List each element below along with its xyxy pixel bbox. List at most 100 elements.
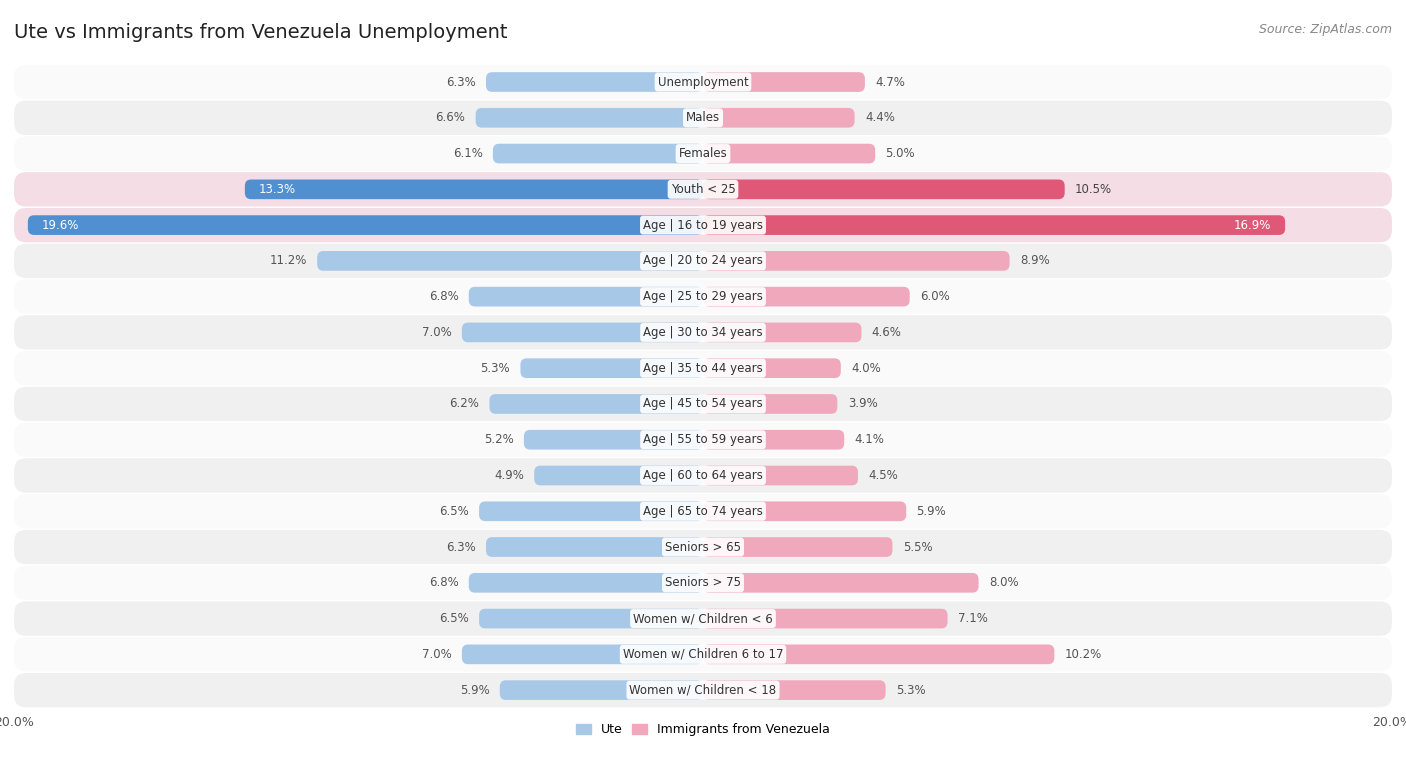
Text: 5.3%: 5.3%	[896, 684, 925, 696]
FancyBboxPatch shape	[475, 108, 703, 128]
FancyBboxPatch shape	[14, 637, 1392, 671]
FancyBboxPatch shape	[14, 422, 1392, 457]
FancyBboxPatch shape	[703, 394, 838, 414]
FancyBboxPatch shape	[703, 215, 1285, 235]
Text: 7.0%: 7.0%	[422, 326, 451, 339]
FancyBboxPatch shape	[489, 394, 703, 414]
Text: Age | 25 to 29 years: Age | 25 to 29 years	[643, 290, 763, 303]
FancyBboxPatch shape	[14, 601, 1392, 636]
Text: 10.2%: 10.2%	[1064, 648, 1102, 661]
Text: 6.8%: 6.8%	[429, 290, 458, 303]
Text: 8.9%: 8.9%	[1019, 254, 1050, 267]
FancyBboxPatch shape	[479, 501, 703, 521]
FancyBboxPatch shape	[703, 573, 979, 593]
Text: 5.5%: 5.5%	[903, 540, 932, 553]
FancyBboxPatch shape	[14, 315, 1392, 350]
Text: 7.1%: 7.1%	[957, 612, 988, 625]
Text: 10.5%: 10.5%	[1076, 183, 1112, 196]
Text: 5.9%: 5.9%	[917, 505, 946, 518]
FancyBboxPatch shape	[14, 279, 1392, 314]
FancyBboxPatch shape	[499, 681, 703, 700]
FancyBboxPatch shape	[461, 644, 703, 664]
Text: Age | 16 to 19 years: Age | 16 to 19 years	[643, 219, 763, 232]
Text: Age | 35 to 44 years: Age | 35 to 44 years	[643, 362, 763, 375]
Text: 4.9%: 4.9%	[494, 469, 524, 482]
Text: 4.7%: 4.7%	[875, 76, 905, 89]
FancyBboxPatch shape	[14, 458, 1392, 493]
Text: Seniors > 75: Seniors > 75	[665, 576, 741, 589]
FancyBboxPatch shape	[14, 387, 1392, 421]
FancyBboxPatch shape	[14, 101, 1392, 135]
Text: Ute vs Immigrants from Venezuela Unemployment: Ute vs Immigrants from Venezuela Unemplo…	[14, 23, 508, 42]
FancyBboxPatch shape	[468, 573, 703, 593]
Text: 4.5%: 4.5%	[869, 469, 898, 482]
FancyBboxPatch shape	[703, 108, 855, 128]
FancyBboxPatch shape	[703, 144, 875, 164]
FancyBboxPatch shape	[14, 494, 1392, 528]
FancyBboxPatch shape	[14, 565, 1392, 600]
Text: 4.0%: 4.0%	[851, 362, 882, 375]
FancyBboxPatch shape	[486, 537, 703, 557]
FancyBboxPatch shape	[520, 358, 703, 378]
Text: Age | 65 to 74 years: Age | 65 to 74 years	[643, 505, 763, 518]
FancyBboxPatch shape	[524, 430, 703, 450]
FancyBboxPatch shape	[14, 65, 1392, 99]
Text: Age | 30 to 34 years: Age | 30 to 34 years	[643, 326, 763, 339]
FancyBboxPatch shape	[703, 358, 841, 378]
FancyBboxPatch shape	[14, 530, 1392, 564]
Text: 4.4%: 4.4%	[865, 111, 894, 124]
FancyBboxPatch shape	[703, 466, 858, 485]
Text: 6.2%: 6.2%	[450, 397, 479, 410]
FancyBboxPatch shape	[703, 251, 1010, 271]
FancyBboxPatch shape	[486, 72, 703, 92]
FancyBboxPatch shape	[14, 208, 1392, 242]
FancyBboxPatch shape	[703, 72, 865, 92]
Text: 4.1%: 4.1%	[855, 433, 884, 446]
FancyBboxPatch shape	[703, 287, 910, 307]
Text: 6.5%: 6.5%	[439, 612, 468, 625]
FancyBboxPatch shape	[461, 322, 703, 342]
Text: 8.0%: 8.0%	[988, 576, 1018, 589]
FancyBboxPatch shape	[703, 501, 907, 521]
Text: Women w/ Children < 6: Women w/ Children < 6	[633, 612, 773, 625]
FancyBboxPatch shape	[245, 179, 703, 199]
Text: 6.8%: 6.8%	[429, 576, 458, 589]
Text: 13.3%: 13.3%	[259, 183, 295, 196]
FancyBboxPatch shape	[14, 673, 1392, 707]
Text: 6.3%: 6.3%	[446, 76, 475, 89]
FancyBboxPatch shape	[468, 287, 703, 307]
Text: 11.2%: 11.2%	[270, 254, 307, 267]
Text: Age | 55 to 59 years: Age | 55 to 59 years	[643, 433, 763, 446]
FancyBboxPatch shape	[494, 144, 703, 164]
Text: Source: ZipAtlas.com: Source: ZipAtlas.com	[1258, 23, 1392, 36]
FancyBboxPatch shape	[703, 609, 948, 628]
FancyBboxPatch shape	[14, 172, 1392, 207]
FancyBboxPatch shape	[534, 466, 703, 485]
Text: 6.0%: 6.0%	[920, 290, 950, 303]
Text: Males: Males	[686, 111, 720, 124]
Text: 4.6%: 4.6%	[872, 326, 901, 339]
Text: 16.9%: 16.9%	[1234, 219, 1271, 232]
Text: Women w/ Children 6 to 17: Women w/ Children 6 to 17	[623, 648, 783, 661]
FancyBboxPatch shape	[703, 430, 844, 450]
Text: 19.6%: 19.6%	[42, 219, 79, 232]
Text: Seniors > 65: Seniors > 65	[665, 540, 741, 553]
Text: Age | 60 to 64 years: Age | 60 to 64 years	[643, 469, 763, 482]
Text: Youth < 25: Youth < 25	[671, 183, 735, 196]
FancyBboxPatch shape	[28, 215, 703, 235]
Text: 6.6%: 6.6%	[436, 111, 465, 124]
Text: Age | 20 to 24 years: Age | 20 to 24 years	[643, 254, 763, 267]
Text: Females: Females	[679, 147, 727, 160]
Text: 6.5%: 6.5%	[439, 505, 468, 518]
Text: Unemployment: Unemployment	[658, 76, 748, 89]
FancyBboxPatch shape	[14, 351, 1392, 385]
Text: 5.0%: 5.0%	[886, 147, 915, 160]
FancyBboxPatch shape	[703, 322, 862, 342]
Text: 7.0%: 7.0%	[422, 648, 451, 661]
FancyBboxPatch shape	[703, 537, 893, 557]
FancyBboxPatch shape	[318, 251, 703, 271]
Legend: Ute, Immigrants from Venezuela: Ute, Immigrants from Venezuela	[571, 718, 835, 741]
FancyBboxPatch shape	[14, 244, 1392, 278]
Text: Women w/ Children < 18: Women w/ Children < 18	[630, 684, 776, 696]
Text: 5.9%: 5.9%	[460, 684, 489, 696]
